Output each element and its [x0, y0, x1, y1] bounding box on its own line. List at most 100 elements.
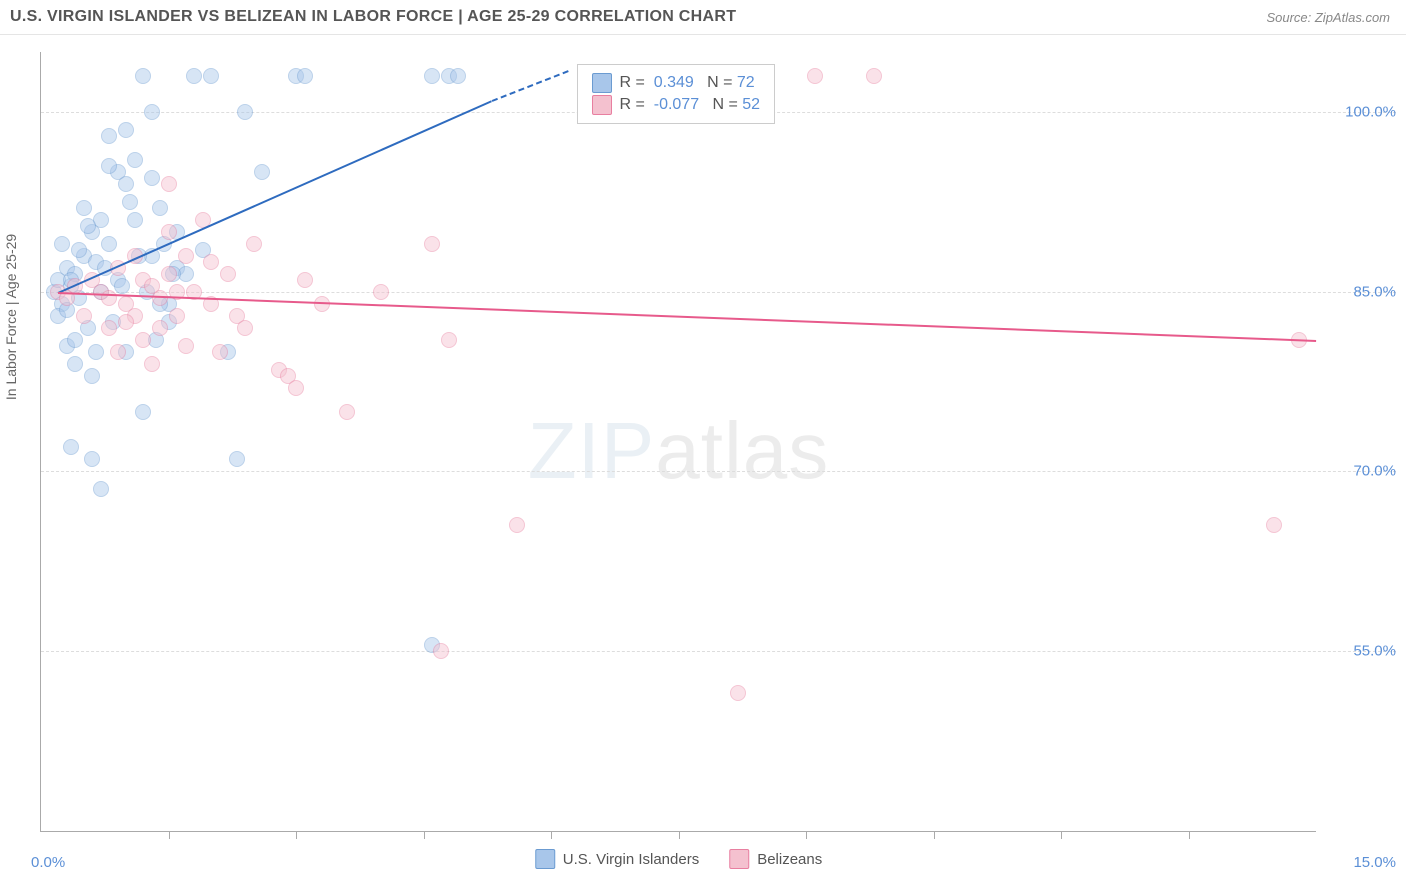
legend-swatch [729, 849, 749, 869]
y-axis-title: In Labor Force | Age 25-29 [3, 233, 19, 399]
data-point [288, 380, 304, 396]
data-point [71, 242, 87, 258]
data-point [509, 517, 525, 533]
data-point [135, 332, 151, 348]
data-point [152, 200, 168, 216]
data-point [433, 643, 449, 659]
data-point [101, 290, 117, 306]
data-point [152, 320, 168, 336]
x-tick [551, 831, 552, 839]
data-point [297, 272, 313, 288]
legend-stats: R = 0.349 N = 72 [620, 74, 755, 92]
gridline [41, 471, 1396, 472]
data-point [254, 164, 270, 180]
gridline [41, 651, 1396, 652]
data-point [118, 314, 134, 330]
data-point [441, 332, 457, 348]
data-point [161, 176, 177, 192]
plot-area: In Labor Force | Age 25-29 ZIPatlas 100.… [40, 52, 1316, 832]
legend-item: Belizeans [729, 849, 822, 869]
data-point [101, 320, 117, 336]
data-point [93, 481, 109, 497]
data-point [76, 308, 92, 324]
data-point [101, 158, 117, 174]
data-point [373, 284, 389, 300]
legend-label: Belizeans [757, 851, 822, 868]
trend-line [491, 70, 568, 102]
data-point [203, 68, 219, 84]
gridline [41, 292, 1396, 293]
data-point [84, 368, 100, 384]
data-point [424, 68, 440, 84]
data-point [866, 68, 882, 84]
data-point [450, 68, 466, 84]
legend-swatch [535, 849, 555, 869]
data-point [118, 176, 134, 192]
x-tick [169, 831, 170, 839]
data-point [212, 344, 228, 360]
data-point [101, 236, 117, 252]
watermark-thin: atlas [655, 406, 829, 495]
legend-swatch [592, 73, 612, 93]
x-tick [679, 831, 680, 839]
data-point [339, 404, 355, 420]
data-point [220, 266, 236, 282]
series-legend: U.S. Virgin Islanders Belizeans [535, 849, 823, 869]
chart-title: U.S. VIRGIN ISLANDER VS BELIZEAN IN LABO… [10, 8, 736, 26]
y-tick-label: 85.0% [1326, 283, 1396, 300]
legend-swatch [592, 95, 612, 115]
y-tick-label: 55.0% [1326, 643, 1396, 660]
legend-row: R = 0.349 N = 72 [592, 73, 761, 93]
data-point [127, 152, 143, 168]
data-point [144, 278, 160, 294]
data-point [178, 248, 194, 264]
data-point [424, 236, 440, 252]
data-point [110, 344, 126, 360]
data-point [161, 266, 177, 282]
data-point [84, 451, 100, 467]
data-point [169, 308, 185, 324]
data-point [144, 104, 160, 120]
watermark-bold: ZIP [528, 406, 655, 495]
legend-stats: R = -0.077 N = 52 [620, 96, 761, 114]
data-point [246, 236, 262, 252]
data-point [186, 68, 202, 84]
data-point [297, 68, 313, 84]
data-point [76, 200, 92, 216]
watermark: ZIPatlas [528, 405, 829, 497]
chart-source: Source: ZipAtlas.com [1266, 10, 1390, 25]
data-point [237, 104, 253, 120]
legend-row: R = -0.077 N = 52 [592, 95, 761, 115]
chart-container: In Labor Force | Age 25-29 ZIPatlas 100.… [40, 52, 1316, 832]
data-point [229, 451, 245, 467]
data-point [203, 254, 219, 270]
data-point [161, 224, 177, 240]
data-point [63, 439, 79, 455]
x-axis-max-label: 15.0% [1353, 854, 1396, 871]
data-point [135, 404, 151, 420]
x-tick [806, 831, 807, 839]
x-tick [934, 831, 935, 839]
data-point [135, 68, 151, 84]
y-tick-label: 100.0% [1326, 103, 1396, 120]
data-point [118, 122, 134, 138]
data-point [80, 218, 96, 234]
data-point [114, 278, 130, 294]
x-axis-min-label: 0.0% [31, 854, 65, 871]
x-tick [1189, 831, 1190, 839]
data-point [1266, 517, 1282, 533]
data-point [122, 194, 138, 210]
data-point [807, 68, 823, 84]
data-point [730, 685, 746, 701]
data-point [178, 338, 194, 354]
x-tick [1061, 831, 1062, 839]
correlation-legend: R = 0.349 N = 72 R = -0.077 N = 52 [577, 64, 776, 124]
legend-item: U.S. Virgin Islanders [535, 849, 699, 869]
data-point [144, 170, 160, 186]
y-tick-label: 70.0% [1326, 463, 1396, 480]
data-point [88, 344, 104, 360]
data-point [101, 128, 117, 144]
chart-header: U.S. VIRGIN ISLANDER VS BELIZEAN IN LABO… [0, 0, 1406, 35]
data-point [67, 332, 83, 348]
data-point [144, 356, 160, 372]
